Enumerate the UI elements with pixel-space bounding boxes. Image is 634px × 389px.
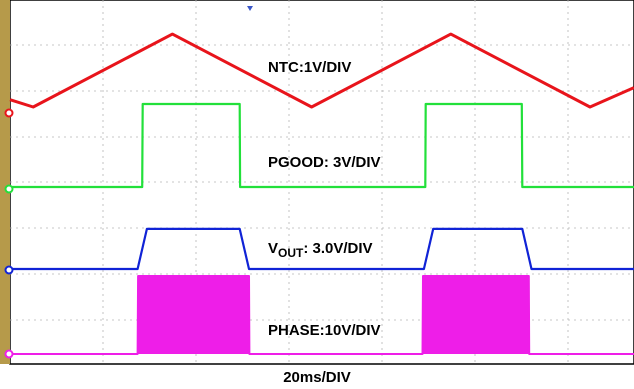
phase-switching-burst bbox=[423, 276, 529, 354]
traces bbox=[9, 32, 634, 355]
pgood-trace bbox=[10, 102, 634, 189]
vout-trace bbox=[10, 227, 634, 271]
pgood-label: PGOOD: 3V/DIV bbox=[268, 154, 381, 171]
pgood-ground-marker bbox=[4, 184, 14, 194]
vout-label: VOUT: 3.0V/DIV bbox=[268, 240, 373, 260]
ntc-trace bbox=[9, 32, 634, 109]
ntc-label: NTC:1V/DIV bbox=[268, 59, 351, 76]
vout-ground-marker bbox=[4, 265, 14, 275]
phase-switching-burst bbox=[138, 276, 249, 354]
phase-ground-marker bbox=[4, 349, 14, 359]
vout-label-rest: : 3.0V/DIV bbox=[303, 240, 372, 257]
vout-label-sub: OUT bbox=[278, 246, 304, 260]
ntc-ground-marker bbox=[4, 108, 14, 118]
trigger-marker bbox=[247, 6, 253, 11]
phase-label: PHASE:10V/DIV bbox=[268, 322, 381, 339]
graticule bbox=[10, 0, 634, 364]
phase-trace bbox=[10, 275, 634, 355]
time-base-label: 20ms/DIV bbox=[283, 369, 351, 386]
left-strip bbox=[0, 0, 10, 364]
vout-label-main: V bbox=[268, 240, 278, 257]
ground-markers bbox=[4, 108, 14, 359]
